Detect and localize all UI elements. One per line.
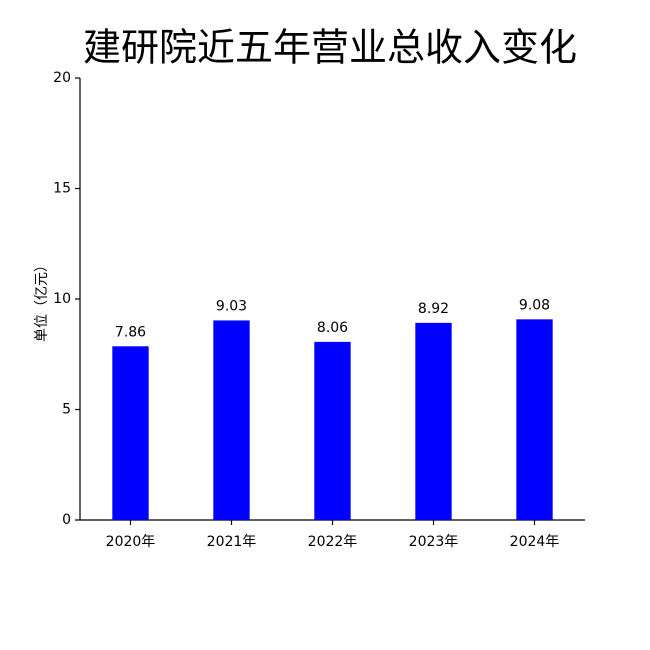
x-tick-label: 2023年 [409,534,459,550]
value-label: 8.06 [317,320,348,336]
y-tick-label: 15 [53,181,71,197]
y-tick-label: 10 [53,291,71,307]
bar [314,341,351,520]
x-tick-label: 2021年 [207,534,257,550]
x-tick-label: 2022年 [308,534,358,550]
y-tick-label: 0 [62,512,71,528]
x-tick-label: 2024年 [510,534,560,550]
bar [213,320,250,520]
bar [112,346,149,520]
bar [415,322,452,520]
value-label: 8.92 [418,301,449,317]
value-label: 7.86 [115,324,146,340]
y-axis-label: 单位（亿元） [34,258,50,342]
y-tick-label: 20 [53,70,71,86]
x-tick-label: 2020年 [106,534,156,550]
value-label: 9.08 [519,297,550,313]
bar [516,319,553,520]
chart-title: 建研院近五年营业总收入变化 [83,26,577,70]
value-label: 9.03 [216,298,247,314]
y-tick-label: 5 [62,402,71,418]
